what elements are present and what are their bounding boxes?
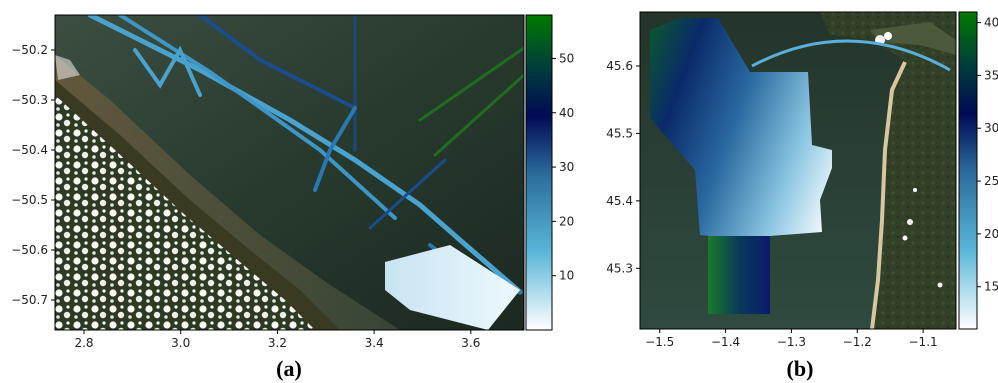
panel-b: −1.5 −1.4 −1.3 −1.2 −1.1 45.6 45.5 45.4 … — [606, 11, 998, 381]
y-axis-a: −50.2 −50.3 −50.4 −50.5 −50.6 −50.7 — [11, 43, 55, 307]
y-tick-label: −50.6 — [11, 243, 48, 257]
colorbar-tick-label: 40 — [984, 16, 998, 30]
y-axis-b: 45.6 45.5 45.4 45.3 — [606, 59, 640, 275]
x-tick-label: −1.4 — [711, 335, 740, 349]
colorbar-b: 15 20 25 30 35 40 — [958, 11, 998, 330]
map-a — [55, 15, 524, 330]
panel-label-a: (a) — [276, 356, 302, 381]
colorbar-tick-label: 30 — [984, 121, 998, 135]
survey-strip-b — [708, 236, 770, 314]
track-arc-b — [751, 39, 951, 72]
y-tick-label: 45.4 — [606, 194, 633, 208]
y-tick-label: −50.4 — [11, 143, 48, 157]
x-tick-label: −1.2 — [843, 335, 872, 349]
x-axis-a: 2.8 3.0 3.2 3.4 3.6 — [74, 330, 480, 350]
colorbar-tick-label: 40 — [559, 106, 574, 120]
panel-label-b: (b) — [787, 356, 814, 381]
map-b — [640, 12, 956, 329]
colorbar-tick-label: 35 — [984, 68, 998, 82]
y-tick-label: 45.5 — [606, 126, 633, 140]
y-tick-label: 45.6 — [606, 59, 633, 73]
x-tick-label: −1.5 — [645, 335, 674, 349]
colorbar-tick-label: 20 — [984, 227, 998, 241]
survey-area-b — [650, 18, 832, 312]
survey-tracks — [87, 15, 524, 295]
colorbar-tick-label: 10 — [559, 269, 574, 283]
y-tick-label: −50.7 — [11, 293, 48, 307]
x-tick-label: −1.1 — [909, 335, 938, 349]
x-tick-label: 2.8 — [74, 336, 93, 350]
y-tick-label: −50.5 — [11, 193, 48, 207]
x-tick-label: 3.0 — [171, 336, 190, 350]
x-tick-label: 3.2 — [268, 336, 287, 350]
colorbar-tick-label: 15 — [984, 280, 998, 294]
x-tick-label: 3.6 — [461, 336, 480, 350]
colorbar-tick-label: 50 — [559, 51, 574, 65]
y-tick-label: −50.2 — [11, 43, 48, 57]
colorbar-tick-label: 20 — [559, 214, 574, 228]
x-axis-b: −1.5 −1.4 −1.3 −1.2 −1.1 — [645, 329, 938, 349]
x-tick-label: 3.4 — [365, 336, 384, 350]
y-tick-label: 45.3 — [606, 261, 633, 275]
colorbar-tick-label: 30 — [559, 160, 574, 174]
panel-a: 2.8 3.0 3.2 3.4 3.6 −50.2 −50.3 −50.4 −5… — [11, 14, 574, 381]
x-tick-label: −1.3 — [777, 335, 806, 349]
colorbar-a: 10 20 30 40 50 — [525, 14, 574, 331]
survey-area-a — [385, 245, 520, 330]
colorbar-tick-label: 25 — [984, 174, 998, 188]
y-tick-label: −50.3 — [11, 93, 48, 107]
